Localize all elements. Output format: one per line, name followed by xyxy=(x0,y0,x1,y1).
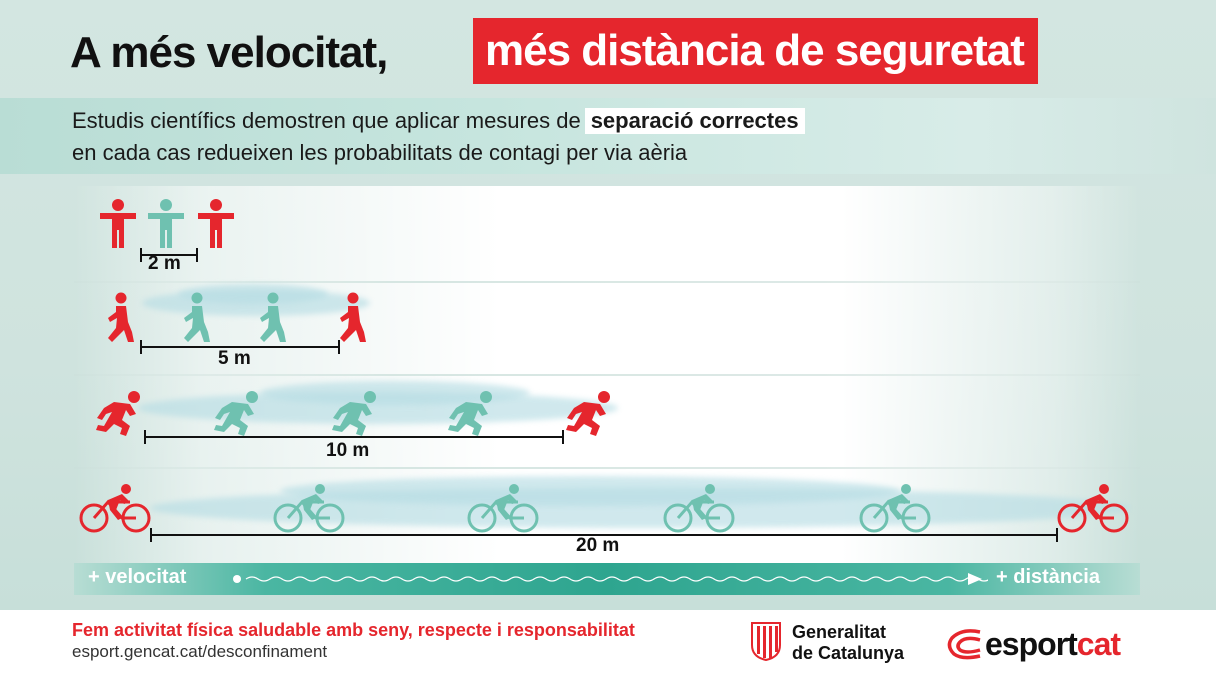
walking-person-icon xyxy=(260,292,286,342)
footer-slogan: Fem activitat física saludable amb seny,… xyxy=(72,620,635,640)
running-person-icon xyxy=(214,391,258,436)
row-divider xyxy=(74,374,1140,376)
walking-person-icon xyxy=(108,292,134,342)
generalitat-shield-icon xyxy=(751,622,781,661)
scale-left-label: + velocitat xyxy=(88,566,187,588)
title-part1: A més velocitat, xyxy=(70,28,388,77)
standing-person-icon xyxy=(148,199,184,248)
row-divider xyxy=(74,281,1140,283)
cyclist-icon xyxy=(663,484,735,533)
esportcat-part2: cat xyxy=(1076,626,1121,662)
distance-label-10m: 10 m xyxy=(326,440,370,461)
esportcat-logo-icon xyxy=(947,629,981,660)
distance-line xyxy=(140,248,198,262)
walking-person-icon xyxy=(340,292,366,342)
distance-line xyxy=(140,340,340,354)
generalitat-line2: de Catalunya xyxy=(792,643,905,663)
arrow-right-icon xyxy=(233,573,988,585)
title-part2-highlight: més distància de seguretat xyxy=(473,18,1038,84)
subtitle-line1: Estudis científics demostren que aplicar… xyxy=(72,108,805,134)
cyclist-icon xyxy=(273,484,345,533)
cyclist-icon xyxy=(79,484,151,533)
page-title: A més velocitat, més distància de segure… xyxy=(70,18,1038,88)
distance-label-5m: 5 m xyxy=(218,348,251,369)
aerosol-cloud xyxy=(178,284,328,304)
subtitle-line1-prefix: Estudis científics demostren que aplicar… xyxy=(72,108,581,133)
running-person-icon xyxy=(566,391,610,436)
cyclist-icon xyxy=(859,484,931,533)
walking-person-icon xyxy=(184,292,210,342)
aerosol-cloud xyxy=(280,476,900,506)
footer-url[interactable]: esport.gencat.cat/desconfinament xyxy=(72,642,328,661)
esportcat-wordmark: esportcat xyxy=(985,626,1121,663)
footer xyxy=(0,610,1216,677)
cyclist-icon xyxy=(1057,484,1129,533)
subtitle-line2: en cada cas redueixen les probabilitats … xyxy=(72,140,688,165)
running-person-icon xyxy=(332,391,376,436)
row-divider xyxy=(74,467,1140,469)
distance-line xyxy=(150,528,1058,542)
generalitat-name: Generalitat de Catalunya xyxy=(792,622,904,664)
cyclist-icon xyxy=(467,484,539,533)
standing-person-icon xyxy=(198,199,234,248)
distance-line xyxy=(144,430,564,444)
standing-person-icon xyxy=(100,199,136,248)
generalitat-line1: Generalitat xyxy=(792,622,887,642)
distance-label-20m: 20 m xyxy=(576,535,620,556)
subtitle-highlight: separació correctes xyxy=(584,108,805,134)
distance-label-2m: 2 m xyxy=(148,253,181,274)
scale-right-label: + distància xyxy=(996,566,1100,588)
running-person-icon xyxy=(96,391,140,436)
running-person-icon xyxy=(448,391,492,436)
esportcat-part1: esport xyxy=(985,626,1078,662)
